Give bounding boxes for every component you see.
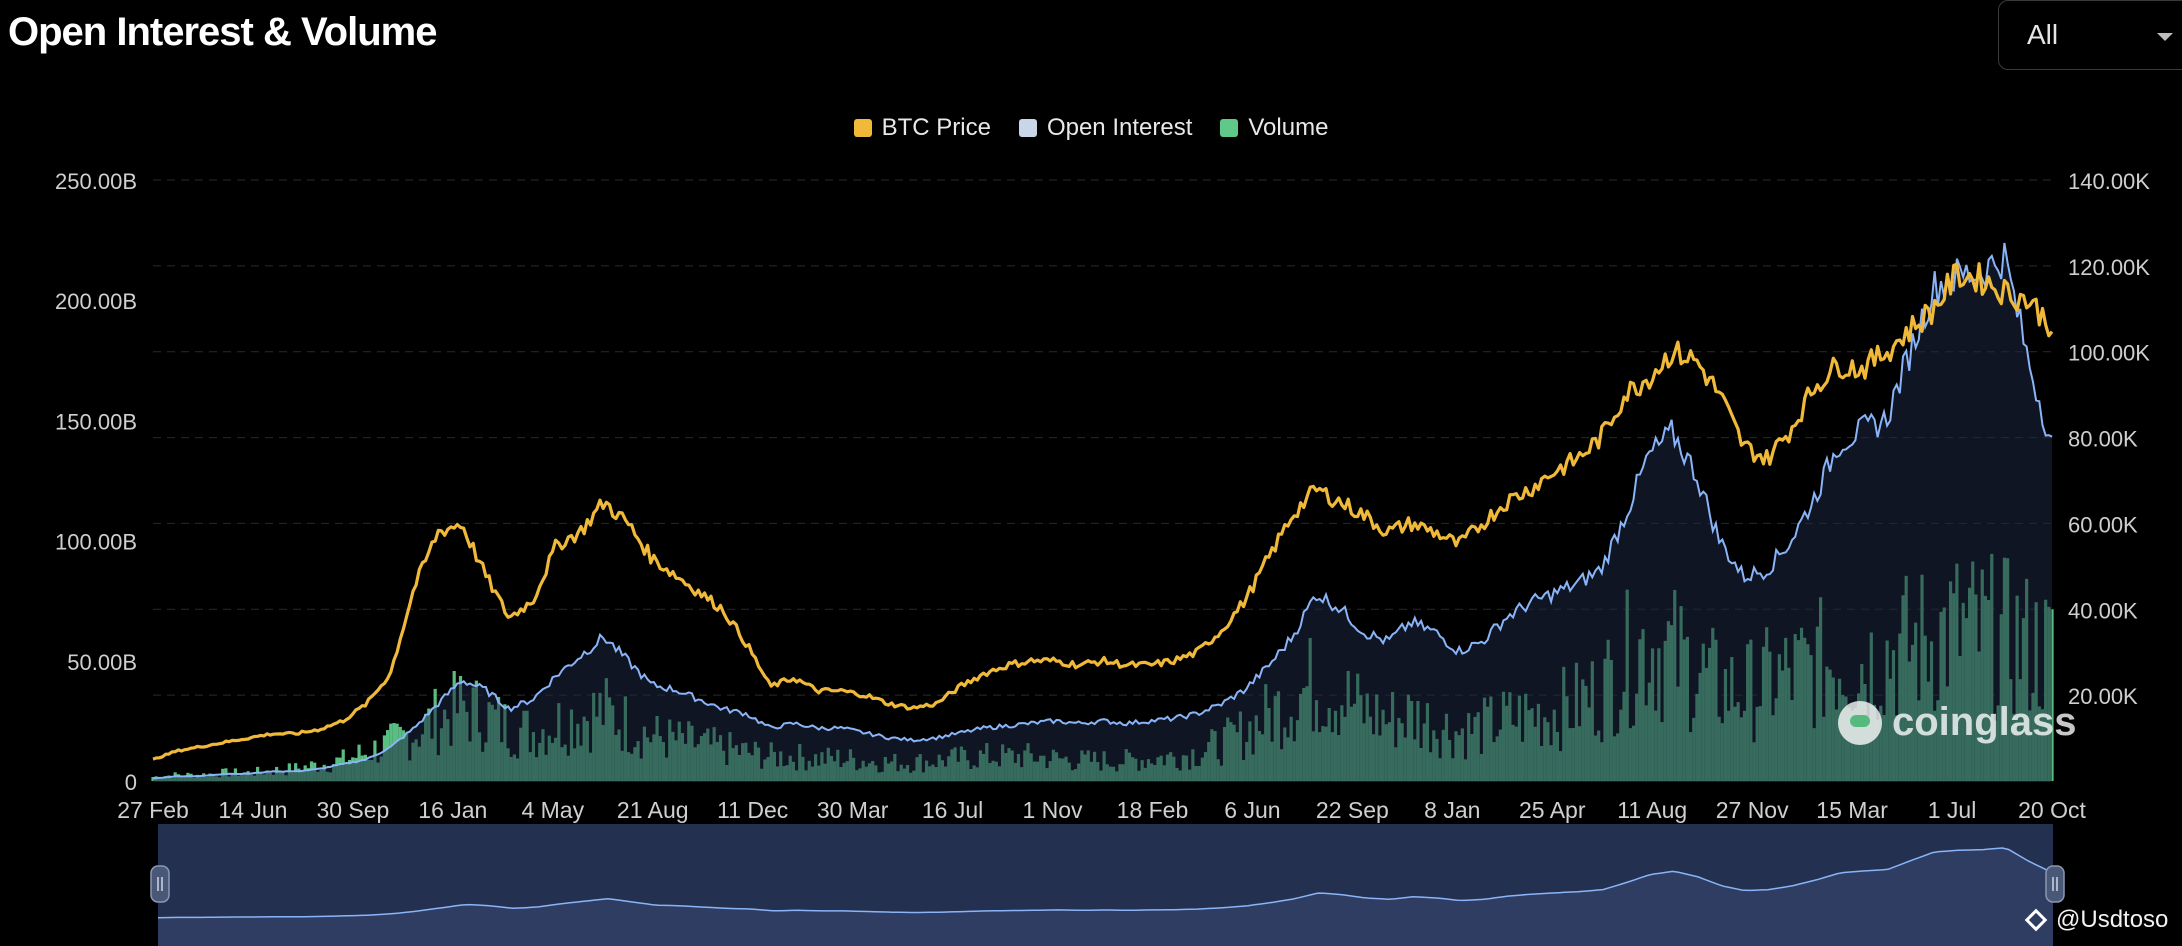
- legend-item-price[interactable]: BTC Price: [853, 114, 991, 142]
- y-right-tick-label: 140.00K: [2068, 169, 2150, 194]
- x-tick-label: 8 Jan: [1424, 797, 1480, 823]
- legend-label-volume: Volume: [1248, 114, 1329, 141]
- legend-item-open-interest[interactable]: Open Interest: [1018, 114, 1193, 142]
- navigator-handle-left[interactable]: [150, 865, 170, 903]
- x-tick-label: 1 Jul: [1928, 797, 1977, 823]
- x-tick-label: 11 Dec: [717, 797, 788, 823]
- x-tick-label: 30 Sep: [316, 797, 389, 823]
- x-tick-label: 4 May: [521, 797, 584, 823]
- y-left-tick-label: 250.00B: [55, 169, 137, 194]
- navigator-line: [157, 847, 2054, 919]
- x-tick-label: 1 Nov: [1022, 797, 1083, 823]
- navigator-handle-right[interactable]: [2045, 865, 2065, 903]
- btc-price-line: [152, 262, 2054, 761]
- x-tick-label: 20 Oct: [2018, 797, 2086, 823]
- coinglass-watermark: coinglass: [1838, 700, 2077, 745]
- chevron-down-icon: [2157, 33, 2173, 41]
- x-tick-label: 15 Mar: [1816, 797, 1888, 823]
- y-left-tick-label: 150.00B: [55, 409, 137, 434]
- legend-item-volume[interactable]: Volume: [1220, 114, 1328, 142]
- x-tick-label: 22 Sep: [1316, 797, 1389, 823]
- y-right-tick-label: 80.00K: [2068, 427, 2138, 452]
- open-interest-line: [152, 242, 2053, 780]
- page-title: Open Interest & Volume: [8, 10, 437, 54]
- diamond-icon: [2024, 908, 2048, 932]
- y-left-tick-label: 100.00B: [55, 530, 137, 555]
- credit-badge: @Usdtoso: [2024, 906, 2169, 934]
- y-right-tick-label: 60.00K: [2068, 512, 2138, 537]
- x-tick-label: 27 Feb: [117, 797, 189, 823]
- navigator-area: [158, 848, 2053, 946]
- time-range-select[interactable]: All: [1998, 0, 2182, 70]
- coinglass-logo-icon: [1838, 700, 1882, 745]
- x-tick-label: 30 Mar: [817, 797, 889, 823]
- x-tick-label: 6 Jun: [1224, 797, 1280, 823]
- x-tick-label: 16 Jan: [418, 797, 487, 823]
- legend-swatch-open-interest: [1018, 119, 1037, 137]
- legend-swatch-price: [853, 119, 872, 137]
- x-tick-label: 25 Apr: [1519, 797, 1586, 823]
- y-right-tick-label: 100.00K: [2068, 341, 2150, 366]
- y-left-tick-label: 50.00B: [67, 650, 137, 675]
- legend-swatch-volume: [1220, 119, 1239, 137]
- y-right-tick-label: 20.00K: [2068, 684, 2138, 709]
- watermark-text: coinglass: [1892, 700, 2077, 744]
- x-tick-label: 21 Aug: [617, 797, 689, 823]
- chart-legend: BTC Price Open Interest Volume: [0, 110, 2182, 146]
- x-tick-label: 14 Jun: [218, 797, 287, 823]
- y-right-tick-label: 120.00K: [2068, 255, 2150, 280]
- x-tick-label: 27 Nov: [1716, 797, 1789, 823]
- y-left-tick-label: 200.00B: [55, 289, 137, 314]
- x-tick-label: 11 Aug: [1617, 797, 1687, 823]
- legend-label-open-interest: Open Interest: [1046, 114, 1193, 141]
- y-right-tick-label: 40.00K: [2068, 598, 2138, 623]
- x-tick-label: 18 Feb: [1117, 797, 1189, 823]
- legend-label-price: BTC Price: [881, 114, 991, 141]
- x-tick-label: 16 Jul: [922, 797, 983, 823]
- open-interest-area: [153, 242, 2052, 781]
- y-left-tick-label: 0: [125, 770, 137, 795]
- credit-handle: @Usdtoso: [2056, 906, 2169, 933]
- time-range-value: All: [2027, 19, 2059, 50]
